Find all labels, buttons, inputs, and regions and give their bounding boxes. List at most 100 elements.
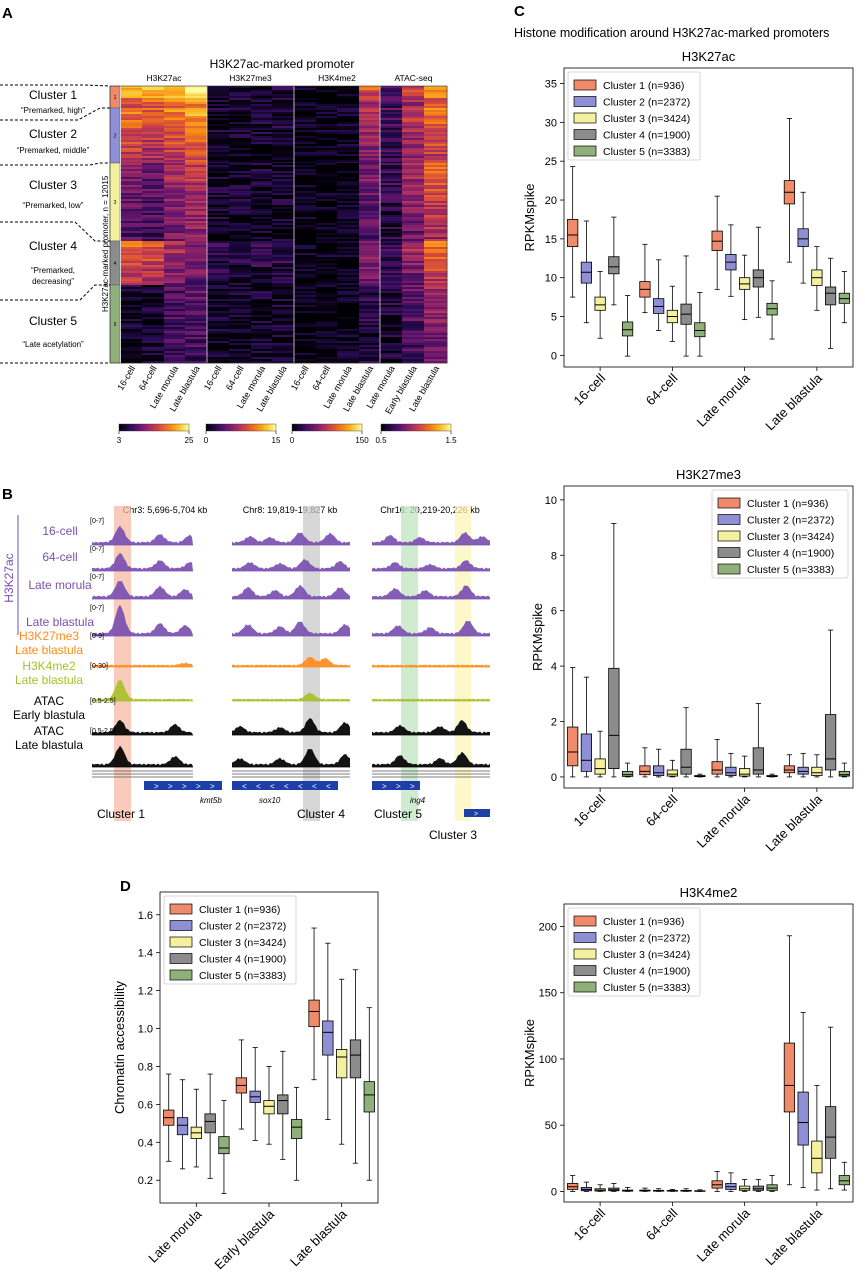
- legend-swatch: [573, 981, 597, 993]
- signal-track: [92, 680, 193, 701]
- heatmap-column-label: 16-cell: [202, 364, 224, 392]
- box-4: [825, 714, 837, 771]
- legend-label: Cluster 4 (n=1900): [747, 548, 834, 560]
- y-axis-label: RPKMspike: [530, 603, 545, 671]
- heatmap-column-label: 64-cell: [137, 364, 159, 392]
- legend-swatch: [573, 915, 597, 927]
- box-5: [766, 1184, 778, 1191]
- cluster-desc: “Premarked, high”: [21, 106, 85, 115]
- x-tick-label: Early blastula: [211, 1206, 277, 1272]
- box-5: [363, 1081, 375, 1113]
- legend-swatch: [573, 965, 597, 976]
- svg-text:<: <: [312, 782, 317, 791]
- legend-swatch: [573, 932, 597, 943]
- box-2: [322, 1020, 334, 1056]
- y-tick-label: 6: [551, 606, 557, 618]
- heatmap-group-label: ATAC-seq: [395, 73, 433, 83]
- legend-swatch: [717, 514, 741, 525]
- legend: [567, 71, 701, 161]
- signal-track: [232, 656, 350, 667]
- box-3: [739, 1185, 751, 1191]
- box-4: [752, 747, 764, 775]
- x-tick-label: Late morula: [694, 1205, 754, 1265]
- y-tick-label: 5: [551, 312, 557, 324]
- legend-swatch: [717, 530, 741, 542]
- plot-frame: [563, 67, 854, 368]
- track-label: ATAC: [34, 694, 65, 708]
- y-tick-label: 10: [545, 273, 557, 285]
- box-3: [263, 1100, 275, 1115]
- legend-label: Cluster 4 (n=1900): [603, 966, 690, 978]
- y-tick-label: 25: [545, 156, 557, 168]
- track-sublabel: Late blastula: [15, 738, 83, 752]
- plot-frame: [563, 903, 854, 1203]
- signal-track: [232, 621, 350, 636]
- box-3: [336, 1048, 348, 1079]
- heatmap-group-label: H3K27ac: [147, 73, 183, 83]
- region-cluster-label: Cluster 3: [429, 828, 477, 842]
- legend-label: Cluster 2 (n=2372): [603, 97, 690, 109]
- colorbar: [291, 423, 363, 432]
- x-tick-label: 16-cell: [571, 370, 609, 408]
- box-3: [594, 296, 606, 311]
- box-1: [639, 765, 651, 776]
- y-tick-label: 8: [551, 550, 557, 562]
- genomic-region-label: Chr3: 5,696-5,704 kb: [123, 505, 208, 515]
- y-tick-label: 50: [545, 1120, 557, 1132]
- gene-body: [232, 781, 338, 790]
- legend-label: Cluster 1 (n=936): [603, 916, 684, 928]
- y-tick-label: 20: [545, 195, 557, 207]
- legend-swatch: [573, 129, 597, 140]
- chart-h3k4me2-box: H3K4me2 0 50 100 150 200 RPKMspike 16-cell 64-ce…: [522, 885, 854, 1268]
- track-sublabel: Late blastula: [15, 673, 83, 687]
- plot-frame: [563, 485, 854, 789]
- colorbar: [118, 423, 190, 432]
- cluster-strip-number: 2: [114, 134, 117, 140]
- gene-label: ing4: [410, 796, 426, 805]
- cluster-strip-number: 3: [114, 200, 117, 206]
- box-2: [176, 1117, 189, 1136]
- track-scale: [0-7]: [90, 574, 104, 581]
- chart-title: H3K27me3: [676, 467, 741, 482]
- legend-swatch: [573, 112, 597, 124]
- colorbar: [205, 423, 277, 432]
- y-tick-label: 0.6: [138, 1099, 153, 1111]
- track-scale: [0.5-2.5]: [90, 698, 116, 705]
- heatmap-group-label: H3K4me2: [318, 73, 356, 83]
- legend-swatch: [573, 79, 597, 91]
- legend-swatch: [169, 920, 193, 931]
- gene-body: [144, 781, 222, 790]
- colorbar-max: 150: [355, 436, 369, 445]
- svg-text:>: >: [210, 782, 215, 791]
- box-4: [752, 1185, 764, 1191]
- svg-text:<: <: [270, 782, 275, 791]
- signal-track: [92, 525, 193, 545]
- box-5: [290, 1119, 303, 1139]
- box-4: [608, 256, 620, 275]
- legend-swatch: [169, 903, 193, 915]
- signal-track: [232, 558, 350, 571]
- svg-text:>: >: [396, 782, 401, 791]
- signal-track: [372, 585, 490, 599]
- signal-track: [232, 749, 350, 767]
- box-3: [594, 758, 606, 775]
- heatmap-column-label: 64-cell: [224, 364, 246, 392]
- y-tick-label: 0.2: [138, 1175, 153, 1187]
- colorbar-max: 1.5: [445, 436, 457, 445]
- heatmap-column-label: 16-cell: [115, 364, 137, 392]
- track-label: 64-cell: [42, 550, 77, 564]
- region-cluster-label: Cluster 4: [297, 807, 345, 821]
- svg-text:>: >: [154, 782, 159, 791]
- box-1: [783, 765, 796, 774]
- x-tick-label: Late blastula: [762, 791, 825, 854]
- legend-label: Cluster 2 (n=2372): [747, 515, 834, 527]
- signal-track: [372, 751, 490, 767]
- svg-text:>: >: [410, 782, 415, 791]
- x-tick-label: 16-cell: [571, 791, 609, 829]
- colorbar-min: 3: [117, 436, 122, 445]
- box-5: [218, 1136, 230, 1155]
- svg-text:>: >: [474, 811, 478, 818]
- legend-swatch: [169, 969, 193, 981]
- heatmap-group-label: H3K27me3: [229, 73, 272, 83]
- signal-track: [232, 717, 350, 735]
